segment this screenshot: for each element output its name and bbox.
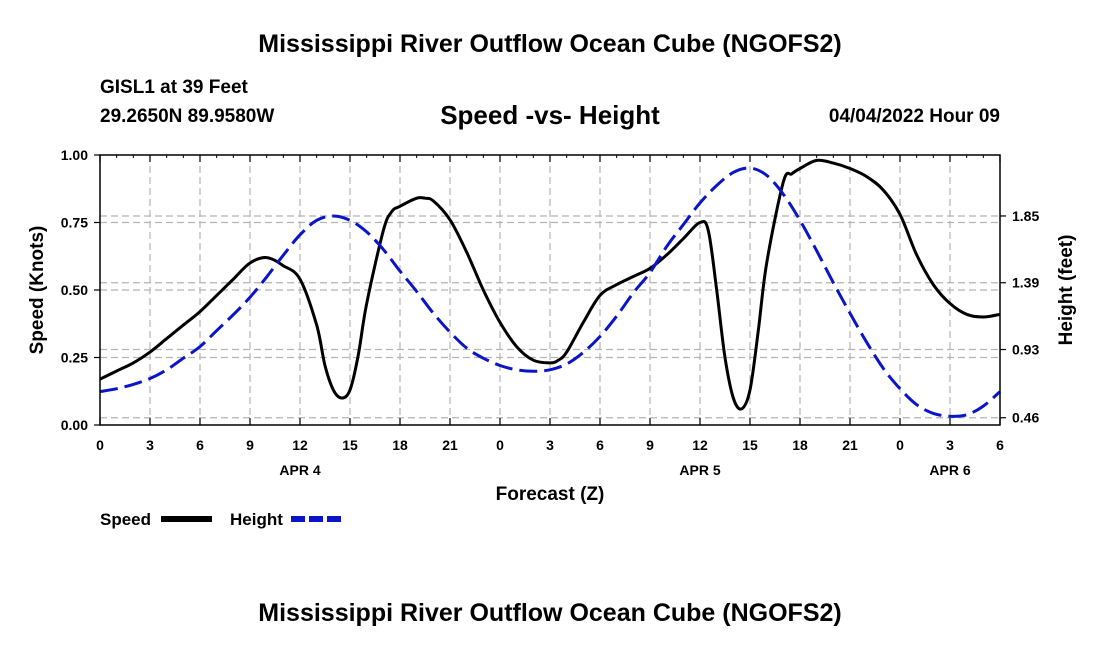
- date-label: APR 5: [679, 462, 720, 478]
- x-tick-label: 12: [292, 437, 308, 453]
- x-tick-label: 18: [792, 437, 808, 453]
- legend-speed-label: Speed: [100, 510, 151, 529]
- x-tick-label: 12: [692, 437, 708, 453]
- height-series-line: [99, 166, 1001, 418]
- x-tick-label: 21: [442, 437, 458, 453]
- date-label: APR 4: [279, 462, 320, 478]
- x-tick-label: 15: [742, 437, 758, 453]
- x-tick-label: 18: [392, 437, 408, 453]
- legend-height-label: Height: [230, 510, 283, 529]
- x-tick-label: 0: [96, 437, 104, 453]
- grid: [100, 155, 1000, 425]
- x-tick-label: 0: [896, 437, 904, 453]
- footer-title: Mississippi River Outflow Ocean Cube (NG…: [258, 599, 842, 627]
- speed-series-line: [99, 158, 1001, 411]
- x-tick-label: 0: [496, 437, 504, 453]
- x-tick-label: 3: [146, 437, 154, 453]
- x-tick-label: 3: [946, 437, 954, 453]
- y-tick-label: 0.25: [61, 350, 88, 366]
- y2-tick-label: 1.85: [1012, 208, 1039, 224]
- forecast-datetime: 04/04/2022 Hour 09: [828, 106, 1000, 127]
- axes: 0 3 6 9 12 15 18 21 0 3 6 9 12 15 18 21 0 3 6 APR 4 APR 5 APR…: [61, 147, 1040, 478]
- series-layer: [99, 158, 1001, 418]
- y2-tick-label: 0.93: [1012, 342, 1039, 358]
- y2-tick-label: 1.39: [1012, 275, 1039, 291]
- legend: Speed Height: [100, 510, 342, 529]
- station-label: GISL1 at 39 Feet: [100, 77, 248, 98]
- chart-title: Mississippi River Outflow Ocean Cube (NG…: [258, 30, 842, 58]
- x-tick-label: 3: [546, 437, 554, 453]
- y-tick-label: 0.75: [61, 215, 88, 231]
- y-tick-label: 0.50: [61, 282, 88, 298]
- x-tick-label: 9: [646, 437, 654, 453]
- x-axis-title: Forecast (Z): [496, 484, 605, 505]
- y-tick-label: 1.00: [61, 147, 88, 163]
- x-tick-label: 6: [996, 437, 1004, 453]
- y-axis-title: Speed (Knots): [27, 226, 48, 355]
- x-tick-label: 15: [342, 437, 358, 453]
- date-label: APR 6: [929, 462, 970, 478]
- x-tick-label: 6: [196, 437, 204, 453]
- y-tick-label: 0.00: [61, 417, 88, 433]
- x-tick-label: 9: [246, 437, 254, 453]
- chart-subtitle: Speed -vs- Height: [440, 100, 660, 130]
- x-tick-label: 21: [842, 437, 858, 453]
- y2-tick-label: 0.46: [1012, 410, 1039, 426]
- x-tick-label: 6: [596, 437, 604, 453]
- coordinates-label: 29.2650N 89.9580W: [100, 106, 275, 127]
- y2-axis-title: Height (feet): [1056, 235, 1077, 346]
